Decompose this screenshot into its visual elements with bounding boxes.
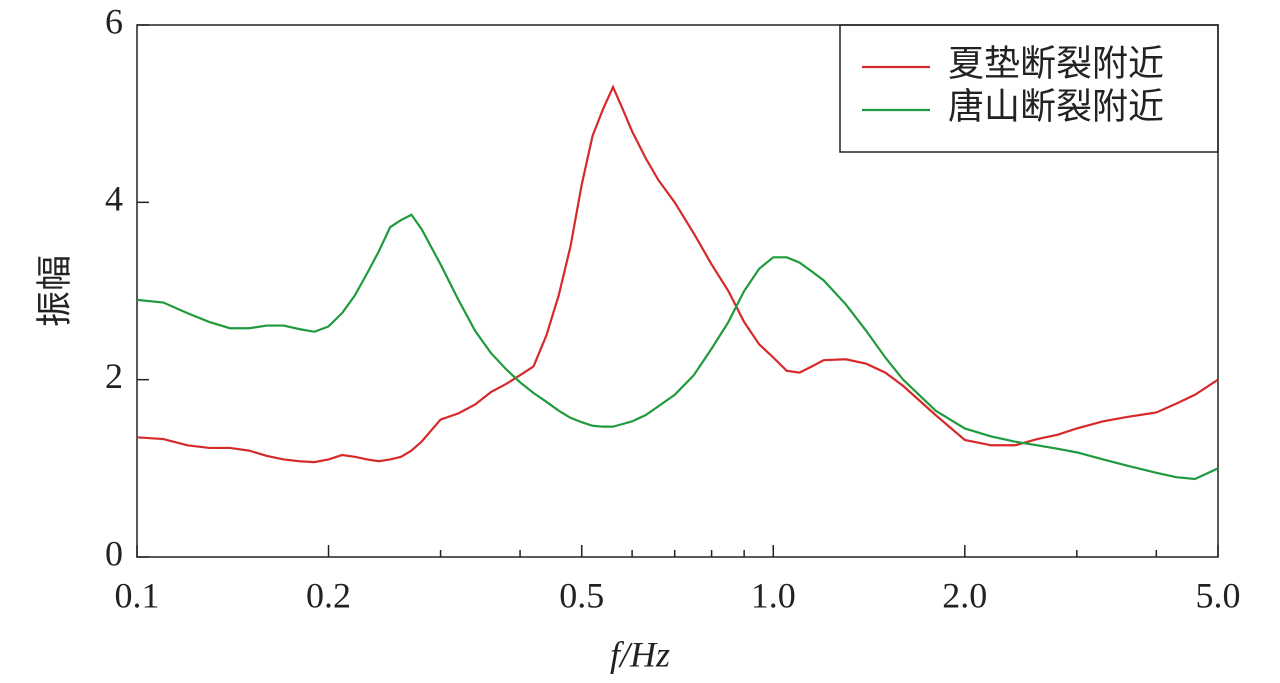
x-tick-label: 0.5 <box>559 575 604 615</box>
y-tick-label: 6 <box>105 1 123 41</box>
y-tick-label: 0 <box>105 533 123 573</box>
plot-frame <box>136 24 1219 558</box>
series-line <box>136 84 1219 464</box>
x-tick-label: 2.0 <box>942 575 987 615</box>
y-axis-label: 振幅 <box>34 255 74 327</box>
x-tick-label: 0.2 <box>306 575 351 615</box>
y-tick-label: 2 <box>105 356 123 396</box>
y-tick-label: 4 <box>105 179 123 219</box>
legend-label: 唐山断裂附近 <box>948 86 1164 126</box>
legend-label: 夏垫断裂附近 <box>948 43 1164 83</box>
x-axis-label: f/Hz <box>610 634 670 674</box>
x-tick-label: 1.0 <box>751 575 796 615</box>
x-tick-label: 5.0 <box>1196 575 1241 615</box>
x-tick-label: 0.1 <box>115 575 160 615</box>
legend-box <box>839 24 1219 153</box>
series-line <box>136 213 1219 481</box>
